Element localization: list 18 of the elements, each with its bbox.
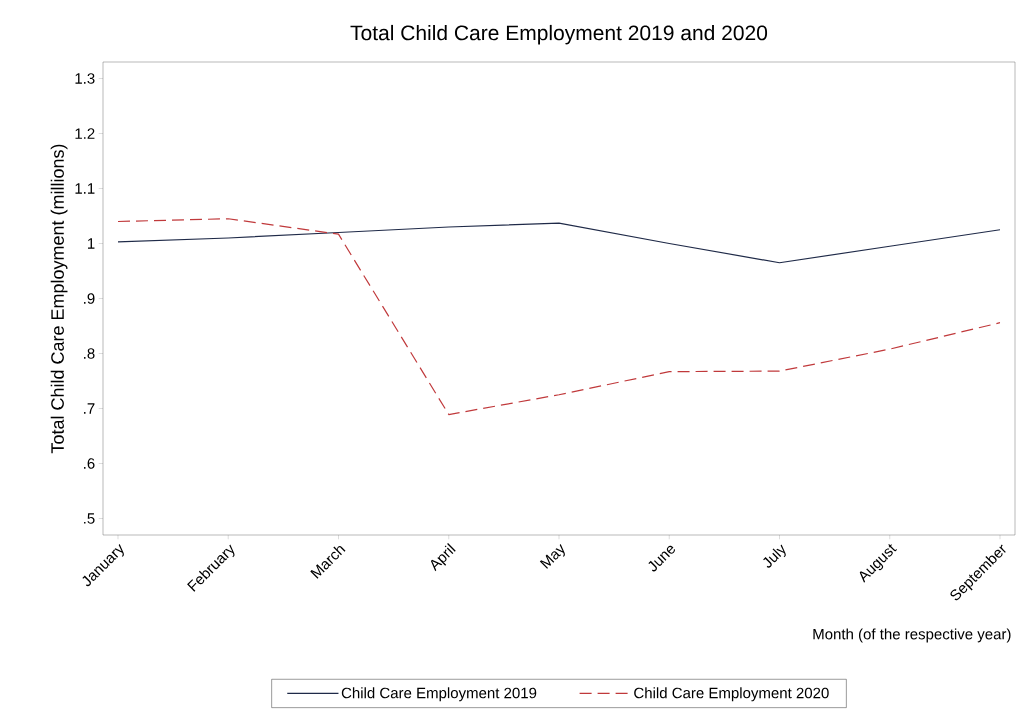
y-axis-title: Total Child Care Employment (millions)	[50, 144, 68, 454]
y-tick-label: 1.1	[75, 183, 95, 194]
y-tick-label: 1	[88, 238, 95, 249]
line-series	[117, 218, 1001, 416]
y-tick-label: 1.2	[75, 128, 95, 139]
chart-title: Total Child Care Employment 2019 and 2020	[350, 24, 768, 45]
x-tick-label: July	[763, 544, 786, 568]
line-series	[117, 222, 1001, 264]
y-tick-label: .7	[84, 403, 95, 414]
y-tick-label: .9	[84, 293, 95, 304]
legend-label: Child Care Employment 2020	[634, 687, 829, 702]
x-tick-label: May	[539, 544, 565, 569]
y-tick-label: .5	[84, 513, 95, 524]
legend-label: Child Care Employment 2019	[341, 687, 537, 702]
y-tick-label: 1.3	[75, 73, 95, 84]
y-tick-label: .6	[84, 458, 95, 469]
x-axis-title: Month (of the respective year)	[813, 628, 1011, 643]
y-tick-label: .8	[84, 348, 95, 359]
